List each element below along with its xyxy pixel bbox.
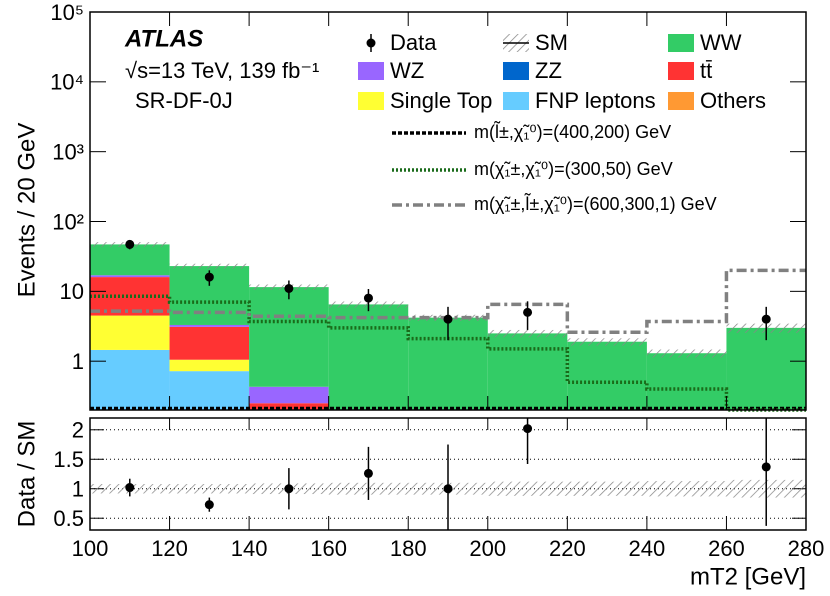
stack-segment <box>90 349 170 410</box>
data-point <box>443 314 453 324</box>
legend-label: FNP leptons <box>535 88 656 113</box>
x-tick-label: 160 <box>310 536 347 561</box>
data-point <box>761 314 771 324</box>
legend-swatch <box>358 62 384 80</box>
signal-line <box>90 268 806 334</box>
frame <box>89 11 807 411</box>
x-tick-label: 200 <box>469 536 506 561</box>
stack-segment <box>90 315 170 350</box>
ratio-band <box>567 481 647 496</box>
stack-segment <box>328 304 409 410</box>
stack-segment <box>487 333 568 410</box>
ratio-band <box>646 481 727 497</box>
sm-uncertainty <box>567 338 647 346</box>
y-tick-label: 0.5 <box>53 506 84 531</box>
ratio-point <box>443 484 453 494</box>
legend-label: WW <box>700 30 742 55</box>
y-tick-label: 10⁵ <box>50 0 84 25</box>
data-point <box>363 293 373 303</box>
stack-segment <box>169 371 250 410</box>
x-tick-label: 180 <box>390 536 427 561</box>
y-tick-label: 10² <box>52 209 84 234</box>
legend-label: m(χ̃₁±,χ̃₁⁰)=(300,50) GeV <box>474 159 673 179</box>
legend-label: Others <box>700 88 766 113</box>
stack-segment <box>726 327 806 410</box>
y-tick-label: 10 <box>60 279 84 304</box>
stack-segment <box>169 326 250 360</box>
data-point <box>523 307 533 317</box>
legend-label: m(χ̃₁±,l̃±,χ̃₁⁰)=(600,300,1) GeV <box>474 192 717 213</box>
y-tick-label: 10³ <box>52 139 84 164</box>
stack-segment <box>249 403 329 410</box>
ratio-point <box>204 500 214 510</box>
legend-swatch <box>503 62 529 80</box>
ratio-band <box>487 481 568 496</box>
x-tick-label: 220 <box>549 536 586 561</box>
y-axis-title: Events / 20 GeV <box>13 123 40 298</box>
legend-swatch <box>358 92 384 110</box>
legend-label: SM <box>535 30 568 55</box>
ratio-point <box>761 462 771 472</box>
x-tick-label: 240 <box>629 536 666 561</box>
legend-swatch <box>668 34 694 52</box>
y-tick-label: 10⁴ <box>50 70 84 95</box>
legend-label: ZZ <box>535 58 562 83</box>
legend-label: Data <box>390 30 437 55</box>
ratio-point <box>523 424 533 434</box>
x-tick-label: 280 <box>788 536 825 561</box>
energy-label: √s=13 TeV, 139 fb⁻¹ <box>125 58 319 83</box>
frame <box>89 417 807 531</box>
stack-segment <box>169 359 250 372</box>
y-tick-label: 1 <box>72 477 84 502</box>
data-point <box>125 239 135 249</box>
x-tick-label: 120 <box>151 536 188 561</box>
sm-uncertainty <box>169 263 250 269</box>
y-tick-label: 2 <box>72 418 84 443</box>
legend-label: WZ <box>390 58 424 83</box>
y-tick-label: 1 <box>72 349 84 374</box>
x-axis-title: mT2 [GeV] <box>690 563 806 590</box>
ratio-axis-title: Data / SM <box>13 421 40 528</box>
stack-segment <box>169 324 250 327</box>
sm-uncertainty <box>646 349 727 358</box>
stack-segment <box>646 353 727 410</box>
stack-segment <box>90 244 170 276</box>
stack-segment <box>249 386 329 404</box>
legend-swatch <box>668 62 694 80</box>
x-tick-label: 100 <box>72 536 109 561</box>
stack-segment <box>249 287 329 387</box>
data-point <box>284 283 294 293</box>
sm-uncertainty <box>487 329 568 338</box>
legend-swatch <box>503 92 529 110</box>
atlas-label: ATLAS <box>124 25 203 52</box>
legend-label: tt̄ <box>700 58 712 83</box>
region-label: SR-DF-0J <box>135 88 233 113</box>
ratio-point <box>363 468 373 478</box>
data-point <box>204 272 214 282</box>
legend-label: m(l̃±,χ̃₁⁰)=(400,200) GeV <box>474 120 671 141</box>
legend-swatch <box>668 92 694 110</box>
ratio-band <box>169 484 250 494</box>
stack-segment <box>90 275 170 278</box>
x-tick-label: 140 <box>231 536 268 561</box>
x-tick-label: 260 <box>708 536 745 561</box>
ratio-point <box>125 483 135 493</box>
ratio-point <box>284 484 294 494</box>
legend-label: Single Top <box>390 88 492 113</box>
stack-segment <box>567 341 647 410</box>
y-tick-label: 1.5 <box>53 447 84 472</box>
